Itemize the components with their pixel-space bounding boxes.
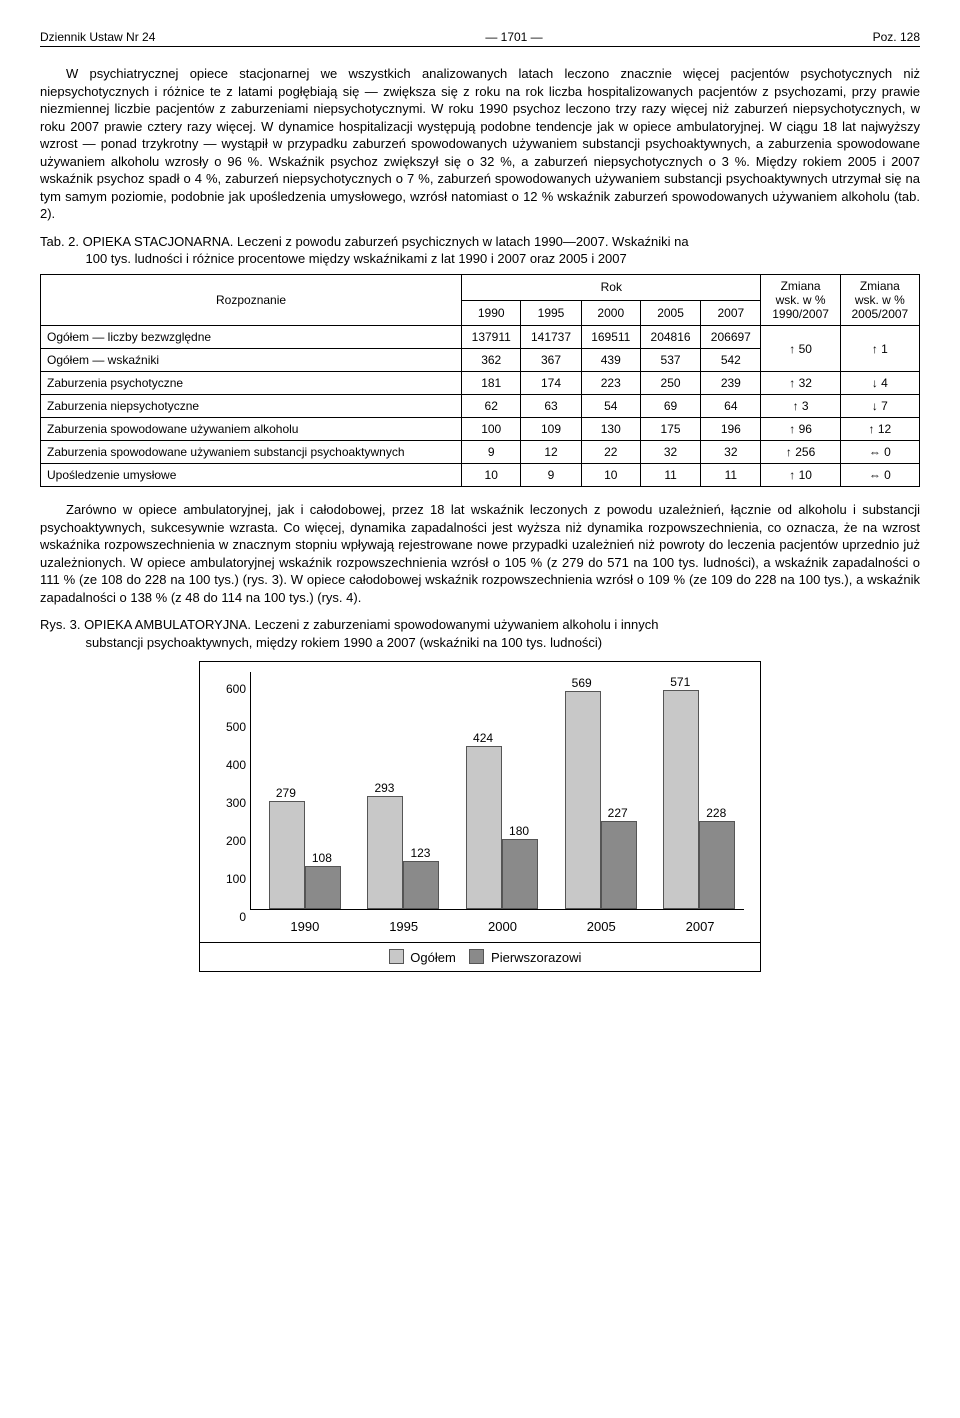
chart-bar	[565, 691, 601, 909]
chart-bar-value: 228	[696, 806, 736, 820]
chart-bar	[367, 796, 403, 909]
legend-swatch-icon	[389, 949, 404, 964]
legend-label-2: Pierwszorazowi	[491, 950, 581, 965]
chart-plot-area: 279 108 293 123 424 180 569 227 571 228 0 100 200 30…	[200, 662, 760, 942]
chart-ytick: 600	[210, 682, 246, 696]
table-row: Zaburzenia spowodowane używaniem alkohol…	[41, 418, 920, 441]
chart-bar-value: 180	[499, 824, 539, 838]
chart-bar-value: 571	[660, 675, 700, 689]
rys3-caption-line1: Rys. 3. OPIEKA AMBULATORYJNA. Leczeni z …	[40, 617, 659, 632]
paragraph-1: W psychiatrycznej opiece stacjonarnej we…	[40, 65, 920, 223]
th-zmiana-2: Zmiana wsk. w % 2005/2007	[840, 275, 919, 326]
chart-xlabel: 2000	[457, 919, 547, 934]
chart-bar-value: 123	[400, 846, 440, 860]
chart-bar	[699, 821, 735, 910]
chart-bar	[502, 839, 538, 909]
table-row: Zaburzenia psychotyczne 181 174 223 250 …	[41, 372, 920, 395]
chart-bar-value: 227	[598, 806, 638, 820]
table-2: Rozpoznanie Rok Zmiana wsk. w % 1990/200…	[40, 274, 920, 487]
chart-bar	[601, 821, 637, 909]
rys3-caption-line2: substancji psychoaktywnych, między rokie…	[40, 634, 920, 652]
table2-caption-line1: Tab. 2. OPIEKA STACJONARNA. Leczeni z po…	[40, 234, 689, 249]
page-header: Dziennik Ustaw Nr 24 — 1701 — Poz. 128	[40, 30, 920, 47]
chart-bar-value: 108	[302, 851, 342, 865]
chart-xlabel: 2007	[655, 919, 745, 934]
chart-bar-value: 424	[463, 731, 503, 745]
header-center: — 1701 —	[485, 30, 542, 44]
chart-rys3: 279 108 293 123 424 180 569 227 571 228 0 100 200 30…	[199, 661, 761, 972]
chart-bar-value: 569	[562, 676, 602, 690]
chart-bar	[269, 801, 305, 909]
chart-bar	[403, 861, 439, 910]
th-year: 2005	[640, 300, 700, 326]
table-row: Ogółem — liczby bezwzględne 137911 14173…	[41, 326, 920, 349]
chart-ytick: 100	[210, 872, 246, 886]
legend-label-1: Ogółem	[410, 950, 456, 965]
chart-xlabel: 1995	[359, 919, 449, 934]
chart-ytick: 500	[210, 720, 246, 734]
th-rozpoznanie: Rozpoznanie	[41, 275, 462, 326]
th-year: 2007	[701, 300, 761, 326]
header-left: Dziennik Ustaw Nr 24	[40, 30, 155, 44]
chart-ytick: 300	[210, 796, 246, 810]
rys3-caption: Rys. 3. OPIEKA AMBULATORYJNA. Leczeni z …	[40, 616, 920, 651]
th-zmiana-1: Zmiana wsk. w % 1990/2007	[761, 275, 840, 326]
paragraph-2: Zarówno w opiece ambulatoryjnej, jak i c…	[40, 501, 920, 606]
chart-ytick: 400	[210, 758, 246, 772]
chart-bar	[305, 866, 341, 909]
table-row: Zaburzenia spowodowane używaniem substan…	[41, 441, 920, 464]
chart-legend: Ogółem Pierwszorazowi	[200, 942, 760, 971]
chart-ytick: 0	[210, 910, 246, 924]
header-right: Poz. 128	[873, 30, 920, 44]
chart-bar-value: 279	[266, 786, 306, 800]
chart-xlabel: 1990	[260, 919, 350, 934]
chart-xlabel: 2005	[556, 919, 646, 934]
table-row: Zaburzenia niepsychotyczne 62 63 54 69 6…	[41, 395, 920, 418]
th-year: 1995	[521, 300, 581, 326]
chart-ytick: 200	[210, 834, 246, 848]
table2-caption: Tab. 2. OPIEKA STACJONARNA. Leczeni z po…	[40, 233, 920, 268]
chart-bar-value: 293	[364, 781, 404, 795]
th-year: 2000	[581, 300, 640, 326]
chart-bar	[663, 690, 699, 909]
table-row: Upośledzenie umysłowe 10 9 10 11 11 ↑ 10…	[41, 464, 920, 487]
th-rok: Rok	[462, 275, 761, 301]
legend-swatch-icon	[469, 949, 484, 964]
chart-plot: 279 108 293 123 424 180 569 227 571 228	[250, 672, 744, 910]
chart-bar	[466, 746, 502, 909]
table2-caption-line2: 100 tys. ludności i różnice procentowe m…	[40, 250, 920, 268]
th-year: 1990	[462, 300, 521, 326]
